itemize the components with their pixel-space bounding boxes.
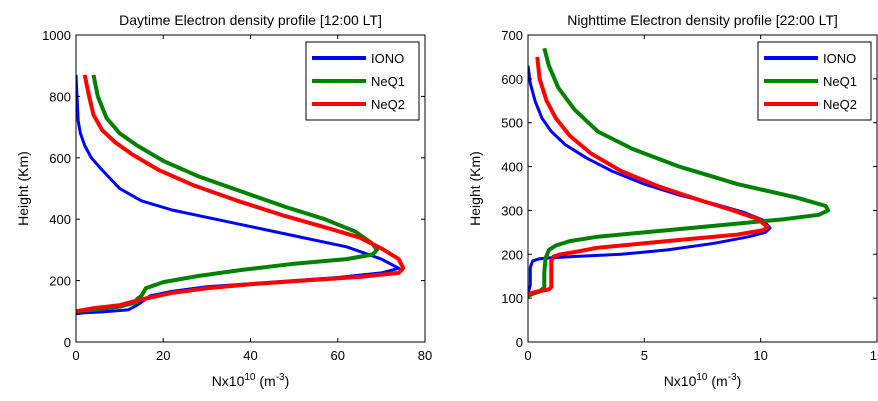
x-tick-label: 20 bbox=[156, 348, 170, 363]
x-axis-label-part: Nx10 bbox=[664, 373, 697, 389]
x-tick-label: 80 bbox=[418, 348, 432, 363]
x-axis-label-part: (m bbox=[256, 373, 276, 389]
y-tick-label: 700 bbox=[501, 28, 523, 43]
x-tick-label: 60 bbox=[331, 348, 345, 363]
series-line-neq2 bbox=[528, 56, 770, 296]
y-tick-label: 400 bbox=[501, 160, 523, 175]
x-axis-label-superscript: 10 bbox=[244, 372, 256, 383]
legend-label-neq1: NeQ1 bbox=[371, 74, 405, 89]
legend: IONO NeQ1 NeQ2 bbox=[757, 41, 872, 121]
y-tick-label: 200 bbox=[49, 274, 71, 289]
legend-label-neq1: NeQ1 bbox=[823, 74, 857, 89]
y-tick-label: 0 bbox=[516, 335, 523, 350]
chart-title: Nighttime Electron density profile [22:0… bbox=[567, 12, 838, 28]
series-line-neq2 bbox=[76, 74, 406, 314]
x-axis-label: Nx1010 (m-3) bbox=[212, 372, 290, 389]
y-tick-label: 0 bbox=[64, 335, 71, 350]
x-axis-label-superscript: 10 bbox=[696, 372, 708, 383]
x-axis-label-part: ) bbox=[285, 373, 290, 389]
legend: IONO NeQ1 NeQ2 bbox=[305, 41, 420, 121]
y-tick-label: 500 bbox=[501, 116, 523, 131]
x-axis-label-superscript: -3 bbox=[276, 372, 285, 383]
y-tick-label: 600 bbox=[501, 72, 523, 87]
y-tick-label: 200 bbox=[501, 247, 523, 262]
plot-frame bbox=[527, 34, 878, 343]
chart-2: 0 5 10 15 0 100 200 300 400 500 600 700 Nighttime El… bbox=[467, 12, 878, 389]
legend-label-neq2: NeQ2 bbox=[371, 97, 405, 112]
y-tick-label: 400 bbox=[49, 212, 71, 227]
x-tick-label: 0 bbox=[72, 348, 79, 363]
legend-label-iono: IONO bbox=[823, 51, 856, 66]
chart-title: Daytime Electron density profile [12:00 … bbox=[119, 12, 382, 28]
y-tick-label: 100 bbox=[501, 291, 523, 306]
x-tick-label: 10 bbox=[753, 348, 767, 363]
x-tick-label: 15 bbox=[870, 348, 878, 363]
x-axis-label-part: (m bbox=[708, 373, 728, 389]
series-line-iono bbox=[76, 74, 401, 316]
x-axis-label-part: ) bbox=[737, 373, 742, 389]
series-line-iono bbox=[528, 65, 772, 295]
y-tick-label: 1000 bbox=[42, 28, 71, 43]
legend-label-iono: IONO bbox=[371, 51, 404, 66]
y-axis-label: Height (Km) bbox=[467, 151, 483, 226]
x-axis-label-superscript: -3 bbox=[728, 372, 737, 383]
legend-label-neq2: NeQ2 bbox=[823, 97, 857, 112]
x-tick-label: 5 bbox=[641, 348, 648, 363]
x-axis-label: Nx1010 (m-3) bbox=[664, 372, 742, 389]
y-axis-label: Height (Km) bbox=[15, 151, 31, 226]
x-axis-label-part: Nx10 bbox=[212, 373, 245, 389]
y-tick-label: 800 bbox=[49, 89, 71, 104]
x-tick-label: 0 bbox=[524, 348, 531, 363]
y-tick-label: 600 bbox=[49, 151, 71, 166]
y-tick-label: 300 bbox=[501, 203, 523, 218]
x-tick-label: 40 bbox=[243, 348, 257, 363]
